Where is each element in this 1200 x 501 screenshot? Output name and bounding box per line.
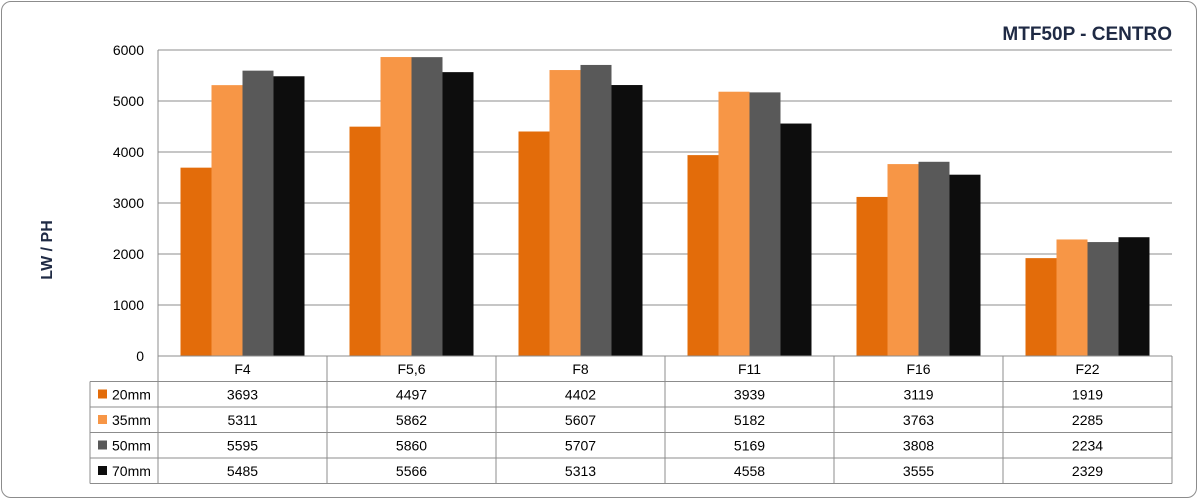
bar <box>918 161 950 356</box>
data-label: 4402 <box>565 387 596 403</box>
bar <box>949 174 981 356</box>
x-tick-label: F11 <box>738 361 761 377</box>
bar <box>611 85 643 357</box>
data-label: 5595 <box>227 438 258 454</box>
data-label: 3119 <box>903 387 933 403</box>
data-label: 4497 <box>396 387 427 403</box>
bar <box>749 92 781 357</box>
data-label: 5860 <box>396 438 427 454</box>
bar <box>411 57 443 356</box>
legend-swatch <box>98 440 107 450</box>
data-label: 3763 <box>903 412 934 428</box>
bar <box>580 64 612 357</box>
x-tick-label: F4 <box>234 361 251 377</box>
data-label: 5862 <box>396 412 427 428</box>
bar <box>856 196 888 356</box>
bar <box>380 57 412 357</box>
legend-label: 70mm <box>112 463 151 479</box>
bar <box>718 91 750 356</box>
bar <box>1025 258 1057 356</box>
data-label: 5169 <box>734 438 765 454</box>
bar <box>1118 237 1150 356</box>
y-tick-label: 2000 <box>113 246 144 262</box>
data-label: 5566 <box>396 463 427 479</box>
legend-label: 50mm <box>112 438 151 454</box>
data-label: 5313 <box>565 463 596 479</box>
data-label: 5485 <box>227 463 258 479</box>
y-tick-label: 6000 <box>113 42 144 58</box>
bar <box>1087 242 1119 356</box>
legend-swatch <box>98 415 107 424</box>
data-label: 3808 <box>903 438 934 454</box>
y-tick-label: 3000 <box>113 195 144 211</box>
data-label: 2285 <box>1072 412 1103 428</box>
bar <box>242 70 274 356</box>
data-label: 4558 <box>734 463 765 479</box>
bar <box>180 167 212 356</box>
bar <box>349 126 381 356</box>
chart-title: MTF50P - CENTRO <box>1002 24 1172 45</box>
data-label: 5607 <box>565 412 596 428</box>
bar <box>518 131 550 356</box>
legend-label: 20mm <box>112 387 151 403</box>
bar <box>442 72 474 356</box>
data-label: 5311 <box>227 412 257 428</box>
bars <box>180 57 1150 357</box>
legend-swatch <box>98 389 107 399</box>
data-table: F4 F5,6 F8 F11 F16 F22 20mm 3693 4497 4402 3939 311… <box>89 355 1173 484</box>
bar <box>211 85 243 356</box>
x-tick-label: F8 <box>572 361 589 377</box>
bar <box>273 76 305 356</box>
legend-swatch <box>98 466 107 475</box>
bar <box>887 164 919 356</box>
bar <box>549 70 581 356</box>
data-label: 3939 <box>734 387 765 403</box>
data-label: 2329 <box>1072 463 1103 479</box>
data-label: 2234 <box>1072 438 1103 454</box>
data-label: 3555 <box>903 463 934 479</box>
bar <box>687 155 719 356</box>
x-tick-label: F22 <box>1075 361 1099 377</box>
y-axis-label: LW / PH <box>39 220 56 280</box>
gridlines: 0 1000 2000 3000 4000 5000 6000 <box>113 42 1172 364</box>
bar <box>1056 239 1088 356</box>
x-tick-label: F5,6 <box>397 361 425 377</box>
data-label: 1919 <box>1072 387 1103 403</box>
y-tick-label: 4000 <box>113 144 144 160</box>
data-label: 5182 <box>734 412 765 428</box>
y-tick-label: 5000 <box>113 93 144 109</box>
y-tick-label: 1000 <box>113 297 144 313</box>
data-label: 3693 <box>227 387 258 403</box>
legend-label: 35mm <box>112 412 151 428</box>
data-label: 5707 <box>565 438 596 454</box>
x-tick-label: F16 <box>906 361 930 377</box>
y-tick-label: 0 <box>136 348 144 364</box>
bar <box>780 123 812 357</box>
